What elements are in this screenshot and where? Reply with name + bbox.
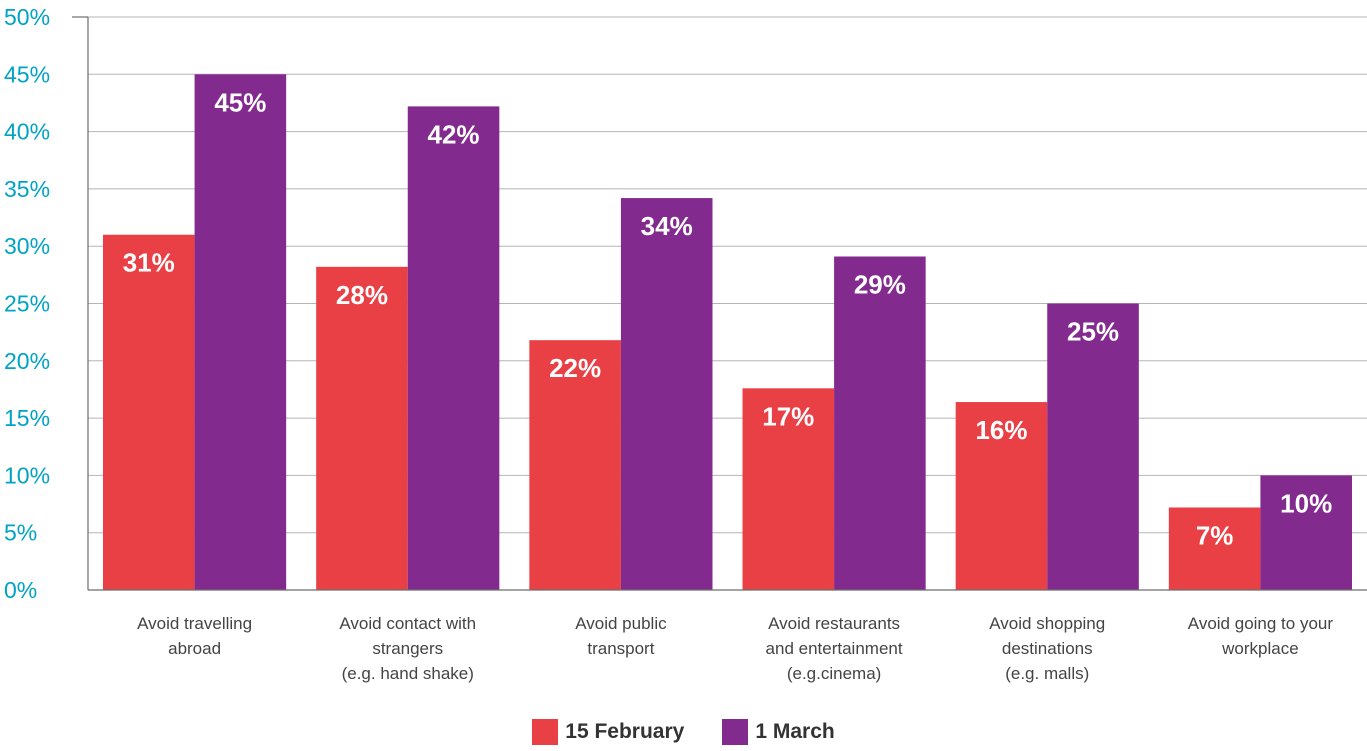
gridlines — [88, 16, 1367, 534]
data-label-series-2: 29% — [854, 270, 906, 300]
bar-series-2 — [1047, 303, 1139, 590]
x-tick-label-line: abroad — [168, 639, 221, 658]
data-label-series-1: 31% — [123, 248, 175, 278]
bar-series-1 — [742, 388, 835, 590]
x-tick-label-line: Avoid contact with — [339, 614, 476, 633]
x-tick-label-line: (e.g. malls) — [1005, 664, 1089, 683]
x-axis-ticks: Avoid travelling abroad Avoid contact with… — [137, 614, 1333, 683]
bars — [103, 74, 1352, 591]
x-tick-label-line: and entertainment — [766, 639, 903, 658]
legend-item-series-1: 15 February — [532, 719, 684, 745]
data-label-series-1: 17% — [762, 401, 814, 431]
bar-series-1 — [529, 340, 621, 590]
y-tick-label: 30% — [4, 233, 50, 259]
bar-series-2 — [834, 256, 926, 590]
legend-swatch-series-1 — [532, 719, 559, 745]
x-tick-label-line: (e.g. hand shake) — [342, 664, 474, 683]
legend-label-series-2: 1 March — [755, 720, 835, 743]
x-tick-label-line: Avoid going to your — [1188, 614, 1334, 633]
data-label-series-1: 22% — [549, 353, 601, 383]
x-tick-label: Avoid travelling abroad — [137, 614, 252, 658]
x-tick-label-line: Avoid public — [575, 614, 667, 633]
data-label-series-2: 34% — [641, 211, 693, 241]
bar-series-2 — [407, 106, 500, 590]
x-tick-label-line: Avoid restaurants — [768, 614, 900, 633]
data-label-series-1: 7% — [1196, 520, 1234, 550]
bar-series-2 — [194, 74, 287, 591]
data-label-series-1: 28% — [336, 280, 388, 310]
legend-label-series-1: 15 February — [565, 720, 685, 743]
axes — [72, 16, 1367, 591]
bar-series-1 — [1168, 507, 1261, 590]
data-label-series-2: 25% — [1067, 317, 1119, 347]
y-tick-label: 15% — [4, 405, 50, 431]
x-tick-label-line: workplace — [1221, 639, 1299, 658]
x-tick-label-line: destinations — [1002, 639, 1093, 658]
y-tick-label: 40% — [4, 119, 50, 145]
y-tick-label: 35% — [4, 176, 50, 202]
y-tick-label: 45% — [4, 61, 50, 87]
y-tick-label: 20% — [4, 348, 50, 374]
y-axis-ticks: 0% 5% 10% 15% 20% 25% 30% 35% 40% 45% 50% — [4, 4, 50, 603]
data-label-series-2: 10% — [1280, 488, 1332, 518]
x-tick-label: Avoid going to your workplace — [1188, 614, 1334, 658]
y-tick-label: 25% — [4, 291, 50, 317]
x-tick-label: Avoid restaurants and entertainment (e.g.c… — [766, 614, 903, 683]
data-labels: 31% 28% 22% 17% 16% 7% 45% 42% 34% 29% 25% 10% — [123, 87, 1332, 550]
y-tick-label: 5% — [4, 520, 37, 546]
y-tick-label: 10% — [4, 462, 50, 488]
x-tick-label-line: (e.g.cinema) — [787, 664, 881, 683]
x-tick-label: Avoid contact with strangers (e.g. hand sh… — [339, 614, 476, 683]
data-label-series-2: 42% — [428, 119, 480, 149]
x-tick-label: Avoid shopping destinations (e.g. malls) — [989, 614, 1105, 683]
x-tick-label-line: Avoid shopping — [989, 614, 1105, 633]
bar-series-2 — [1260, 475, 1352, 590]
bar-series-2 — [620, 198, 713, 590]
legend-item-series-2: 1 March — [722, 719, 835, 745]
bar-series-1 — [316, 266, 408, 590]
data-label-series-1: 16% — [975, 415, 1027, 445]
y-tick-label: 50% — [4, 4, 50, 30]
x-tick-label-line: strangers — [372, 639, 443, 658]
legend: 15 February 1 March — [0, 719, 1367, 745]
data-label-series-2: 45% — [214, 87, 266, 117]
x-tick-label: Avoid public transport — [575, 614, 667, 658]
y-tick-label: 0% — [4, 577, 37, 603]
x-tick-label-line: Avoid travelling — [137, 614, 252, 633]
bar-series-1 — [103, 234, 195, 591]
x-tick-label-line: transport — [587, 639, 654, 658]
bar-series-1 — [955, 402, 1048, 590]
legend-swatch-series-2 — [722, 719, 749, 745]
